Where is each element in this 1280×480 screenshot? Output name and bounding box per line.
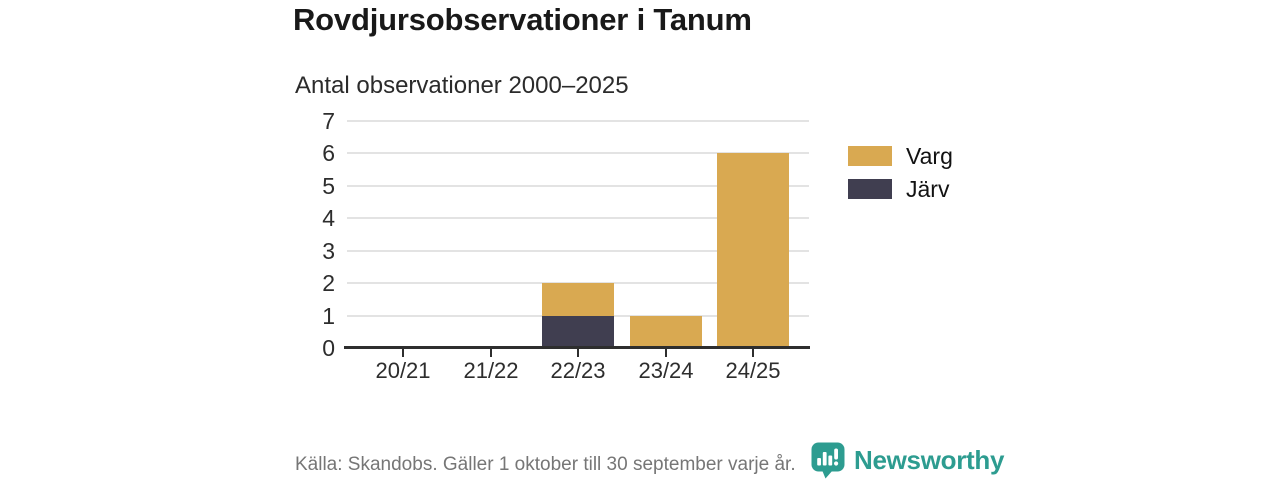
chart-speech-bubble-icon <box>811 442 845 479</box>
legend-swatch <box>848 146 892 166</box>
legend-swatch <box>848 179 892 199</box>
x-axis-label: 20/21 <box>375 358 431 383</box>
brand-name: Newsworthy <box>854 445 1005 475</box>
bar-segment-varg <box>542 283 614 316</box>
y-axis-label: 3 <box>322 238 335 264</box>
x-axis-tick <box>402 349 404 357</box>
source-note: Källa: Skandobs. Gäller 1 oktober till 3… <box>295 454 796 475</box>
y-axis-label: 0 <box>322 335 335 361</box>
legend-label: Järv <box>906 176 950 202</box>
x-axis-tick <box>490 349 492 357</box>
x-axis-tick <box>752 349 754 357</box>
x-axis-tick <box>577 349 579 357</box>
bar-segment-varg <box>717 153 789 348</box>
gridline <box>347 250 809 252</box>
x-axis-label: 24/25 <box>725 358 781 383</box>
legend: Varg Järv <box>848 143 953 202</box>
y-axis-label: 7 <box>322 108 335 134</box>
legend-item: Varg <box>848 143 953 169</box>
x-axis-label: 22/23 <box>550 358 606 383</box>
chart-title: Rovdjursobservationer i Tanum <box>293 2 752 37</box>
legend-label: Varg <box>906 143 953 169</box>
x-axis-label: 21/22 <box>463 358 519 383</box>
gridline <box>347 120 809 122</box>
x-axis-tick <box>665 349 667 357</box>
bar-segment-järv <box>542 316 614 348</box>
newsworthy-logo: Newsworthy <box>811 442 1004 479</box>
gridline <box>347 185 809 187</box>
x-axis-label: 23/24 <box>638 358 694 383</box>
y-axis-label: 4 <box>322 205 335 231</box>
y-axis-label: 5 <box>322 173 335 199</box>
y-axis-label: 6 <box>322 140 335 166</box>
y-axis-label: 2 <box>322 270 335 296</box>
chart-subtitle: Antal observationer 2000–2025 <box>295 72 629 99</box>
gridline <box>347 152 809 154</box>
legend-item: Järv <box>848 176 953 202</box>
y-axis-label: 1 <box>322 303 335 329</box>
gridline <box>347 217 809 219</box>
bar-segment-varg <box>630 316 702 348</box>
x-axis-line <box>344 346 810 349</box>
